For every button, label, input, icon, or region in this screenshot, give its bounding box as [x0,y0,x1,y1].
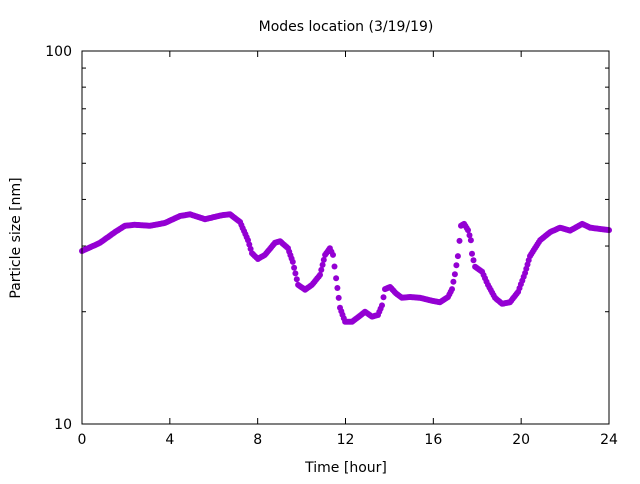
data-point [451,271,458,278]
x-tick-label: 12 [337,432,355,448]
y-tick-label: 100 [45,44,72,60]
data-point [456,237,463,244]
data-point [335,294,342,301]
x-tick-label: 4 [165,432,174,448]
data-point [289,258,296,265]
x-tick-label: 24 [600,432,618,448]
x-tick-label: 20 [512,432,530,448]
data-points [79,211,612,325]
data-point [320,256,327,263]
x-tick-label: 0 [78,432,87,448]
data-point [466,232,473,239]
data-point [333,275,340,282]
plot-frame [81,50,610,425]
data-point [334,285,341,291]
data-point [454,253,461,260]
chart-title: Modes location (3/19/19) [259,19,434,35]
data-point [380,294,387,301]
data-point [449,286,455,293]
data-point [450,278,457,285]
y-tick-label: 10 [54,417,72,433]
data-point [467,237,474,244]
data-point [318,266,325,273]
x-tick-label: 16 [424,432,442,448]
y-axis-label: Particle size [nm] [8,177,24,298]
data-point [465,227,471,234]
data-point [330,251,336,258]
x-axis-label: Time [hour] [304,460,387,476]
data-point [293,276,300,283]
data-point [292,270,299,277]
data-point [291,264,298,271]
data-point [317,271,323,278]
data-point [379,302,385,309]
data-point [469,250,475,257]
data-point [470,257,477,264]
data-point [331,263,338,270]
x-tick-label: 8 [253,432,262,448]
data-point [319,261,326,268]
data-point [453,262,460,269]
